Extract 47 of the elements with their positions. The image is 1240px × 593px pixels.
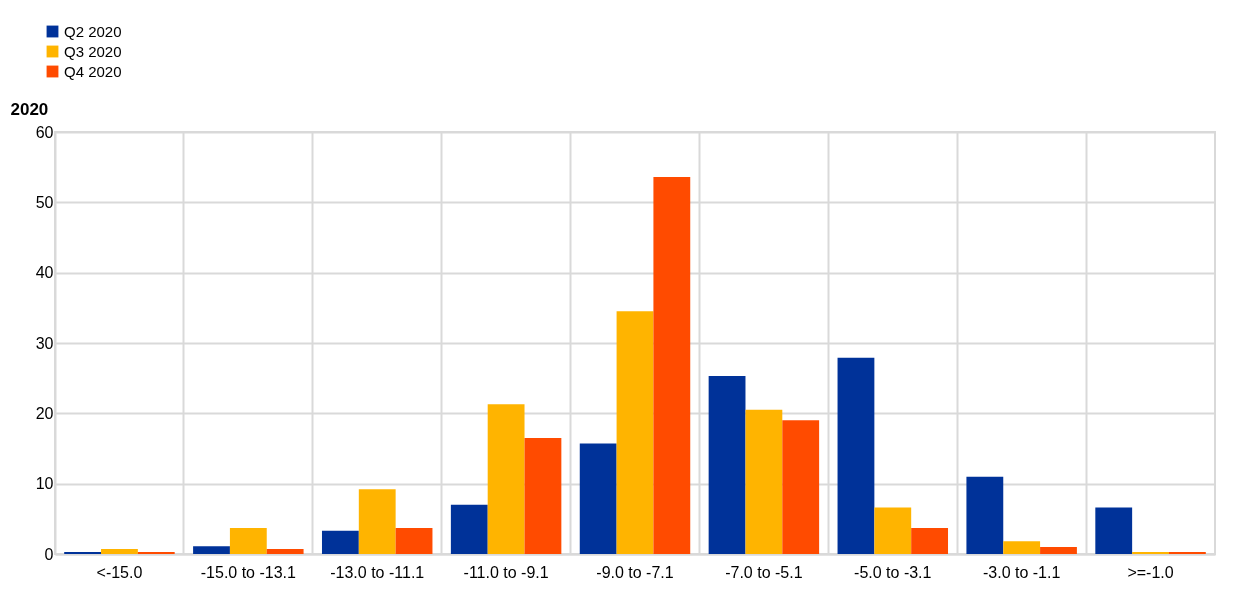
bar (193, 546, 230, 554)
x-tick-label: -7.0 to -5.1 (725, 563, 803, 581)
bar (101, 549, 138, 554)
y-tick-label: 60 (35, 123, 54, 141)
y-tick-label: 40 (35, 264, 54, 282)
x-tick-label: -9.0 to -7.1 (596, 563, 674, 581)
bar (579, 443, 617, 554)
bar (137, 551, 175, 554)
bar (708, 376, 746, 554)
x-tick-label: -13.0 to -11.1 (330, 563, 425, 581)
y-tick-label: 30 (35, 334, 54, 352)
bar (911, 527, 949, 554)
bar (358, 489, 396, 554)
bar (487, 404, 525, 554)
bar (1003, 541, 1041, 554)
y-axis-title: 2020 (10, 99, 49, 119)
bar (1132, 551, 1169, 554)
legend-label: Q3 2020 (64, 42, 122, 60)
bar (966, 476, 1004, 554)
bar (1040, 546, 1077, 554)
x-tick-label: -5.0 to -3.1 (854, 563, 932, 581)
x-tick-label: -15.0 to -13.1 (200, 563, 297, 581)
bar (837, 357, 875, 554)
x-tick-label: -3.0 to -1.1 (982, 563, 1061, 581)
bar (321, 530, 359, 554)
bar (266, 549, 304, 554)
bar (64, 551, 102, 554)
x-tick-label: -11.0 to -9.1 (463, 563, 549, 581)
y-tick-label: 10 (35, 475, 54, 493)
bar (1168, 551, 1206, 554)
bar (524, 437, 562, 554)
bar (874, 507, 912, 554)
y-tick-label: 0 (44, 545, 54, 563)
bar (653, 177, 691, 554)
bar (616, 311, 654, 554)
legend-label: Q4 2020 (64, 62, 122, 80)
x-tick-label: >=-1.0 (1127, 563, 1174, 581)
x-tick-label: <-15.0 (96, 563, 143, 581)
bar (395, 527, 433, 554)
y-tick-label: 50 (35, 193, 54, 211)
bar (229, 527, 267, 554)
bar (1095, 507, 1133, 554)
bar (450, 504, 488, 554)
y-tick-label: 20 (35, 404, 54, 422)
bar (782, 420, 820, 554)
legend-label: Q2 2020 (64, 22, 122, 40)
bar (745, 409, 783, 554)
